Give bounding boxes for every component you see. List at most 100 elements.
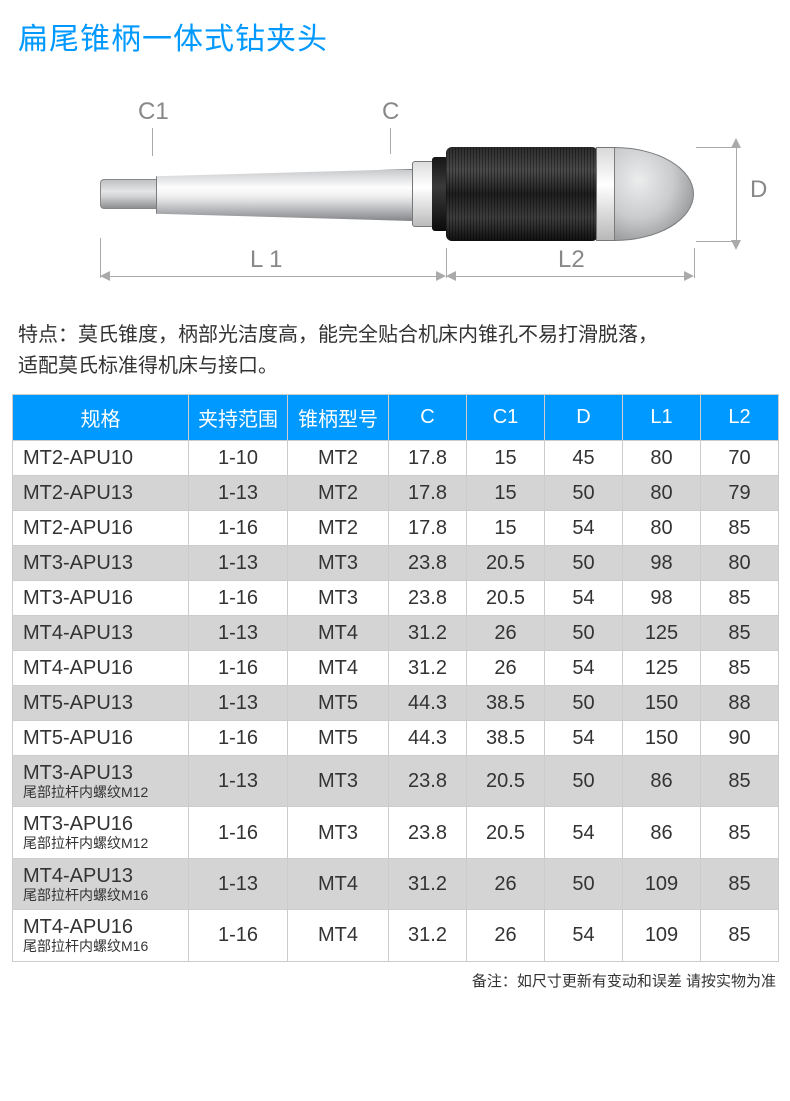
table-cell: 23.8 <box>389 581 467 616</box>
table-cell: MT5 <box>288 686 389 721</box>
spec-table-header-cell: L1 <box>623 395 701 441</box>
table-cell: 17.8 <box>389 511 467 546</box>
tool-nose <box>614 147 694 241</box>
table-row: MT3-APU13尾部拉杆内螺纹M121-13MT323.820.5508685 <box>13 756 779 807</box>
dim-ext <box>694 248 695 278</box>
tool-illustration <box>100 153 700 233</box>
spec-model: MT3-APU13 <box>23 552 133 574</box>
table-cell: 86 <box>623 807 701 858</box>
table-cell: 1-13 <box>189 686 288 721</box>
spec-table-header-cell: 规格 <box>13 395 189 441</box>
table-row: MT4-APU131-13MT431.2265012585 <box>13 616 779 651</box>
table-row: MT4-APU161-16MT431.2265412585 <box>13 651 779 686</box>
dim-ext <box>696 147 738 148</box>
page-title: 扁尾锥柄一体式钻夹头 <box>0 0 790 68</box>
table-cell: 80 <box>623 511 701 546</box>
table-cell: 1-16 <box>189 651 288 686</box>
tool-shank <box>156 169 414 221</box>
spec-table-header-cell: L2 <box>701 395 779 441</box>
table-row: MT2-APU101-10MT217.815458070 <box>13 441 779 476</box>
table-cell: 98 <box>623 546 701 581</box>
dim-label-l1: L 1 <box>250 246 282 274</box>
table-cell: 50 <box>545 476 623 511</box>
table-cell: 90 <box>701 721 779 756</box>
features-line-2: 适配莫氏标准得机床与接口。 <box>18 355 278 377</box>
table-cell: 1-10 <box>189 441 288 476</box>
spec-model: MT4-APU13 <box>23 622 133 644</box>
spec-model: MT2-APU10 <box>23 447 133 469</box>
table-cell: 1-13 <box>189 756 288 807</box>
table-cell: 125 <box>623 616 701 651</box>
tool-tang <box>100 179 158 209</box>
table-cell: MT4-APU13 <box>13 616 189 651</box>
dim-tick <box>152 128 153 156</box>
spec-model-sub: 尾部拉杆内螺纹M12 <box>23 785 186 800</box>
table-cell: 109 <box>623 910 701 961</box>
table-row: MT4-APU13尾部拉杆内螺纹M161-13MT431.2265010985 <box>13 858 779 909</box>
table-cell: MT4-APU16 <box>13 651 189 686</box>
table-cell: 50 <box>545 756 623 807</box>
table-cell: 70 <box>701 441 779 476</box>
table-cell: 88 <box>701 686 779 721</box>
spec-model: MT5-APU16 <box>23 727 133 749</box>
dim-line <box>102 276 444 277</box>
table-cell: 38.5 <box>467 721 545 756</box>
table-cell: 54 <box>545 807 623 858</box>
table-cell: 85 <box>701 910 779 961</box>
dim-label-c1: C1 <box>138 98 169 126</box>
dim-label-d: D <box>750 176 767 204</box>
table-cell: 54 <box>545 721 623 756</box>
table-cell: 85 <box>701 756 779 807</box>
table-cell: MT2 <box>288 511 389 546</box>
table-cell: 44.3 <box>389 686 467 721</box>
table-cell: MT2-APU10 <box>13 441 189 476</box>
table-cell: MT2-APU13 <box>13 476 189 511</box>
table-cell: 85 <box>701 581 779 616</box>
table-cell: MT3-APU16尾部拉杆内螺纹M12 <box>13 807 189 858</box>
table-cell: MT3 <box>288 756 389 807</box>
table-cell: 1-13 <box>189 476 288 511</box>
spec-model: MT2-APU16 <box>23 517 133 539</box>
table-cell: 85 <box>701 858 779 909</box>
table-cell: 20.5 <box>467 581 545 616</box>
table-cell: 50 <box>545 546 623 581</box>
table-cell: 23.8 <box>389 756 467 807</box>
table-cell: 1-16 <box>189 581 288 616</box>
table-cell: 1-16 <box>189 807 288 858</box>
table-cell: MT4 <box>288 858 389 909</box>
table-cell: MT5-APU13 <box>13 686 189 721</box>
spec-table-header-cell: C1 <box>467 395 545 441</box>
table-cell: 150 <box>623 686 701 721</box>
table-cell: 54 <box>545 910 623 961</box>
table-cell: 80 <box>623 441 701 476</box>
tool-sleeve <box>446 147 598 241</box>
table-cell: 15 <box>467 476 545 511</box>
table-cell: 125 <box>623 651 701 686</box>
spec-table: 规格夹持范围锥柄型号CC1DL1L2 MT2-APU101-10MT217.81… <box>12 394 779 962</box>
spec-model: MT3-APU16 <box>23 813 133 835</box>
table-cell: MT5 <box>288 721 389 756</box>
table-cell: MT4 <box>288 910 389 961</box>
table-cell: 50 <box>545 858 623 909</box>
table-cell: 15 <box>467 441 545 476</box>
table-cell: MT2-APU16 <box>13 511 189 546</box>
table-cell: 80 <box>623 476 701 511</box>
table-cell: 45 <box>545 441 623 476</box>
spec-model: MT3-APU13 <box>23 762 133 784</box>
table-cell: 44.3 <box>389 721 467 756</box>
dim-arrow-right-icon <box>436 271 446 281</box>
table-cell: 85 <box>701 807 779 858</box>
dim-arrow-left-icon <box>100 271 110 281</box>
table-row: MT5-APU161-16MT544.338.55415090 <box>13 721 779 756</box>
spec-model: MT3-APU16 <box>23 587 133 609</box>
spec-model-sub: 尾部拉杆内螺纹M16 <box>23 888 186 903</box>
table-cell: 54 <box>545 511 623 546</box>
table-cell: 20.5 <box>467 756 545 807</box>
table-cell: 1-13 <box>189 546 288 581</box>
table-row: MT3-APU16尾部拉杆内螺纹M121-16MT323.820.5548685 <box>13 807 779 858</box>
table-cell: MT4-APU13尾部拉杆内螺纹M16 <box>13 858 189 909</box>
dimension-diagram: C1 C D L 1 L2 <box>0 68 790 298</box>
table-cell: MT3 <box>288 807 389 858</box>
table-cell: 85 <box>701 616 779 651</box>
table-cell: 98 <box>623 581 701 616</box>
